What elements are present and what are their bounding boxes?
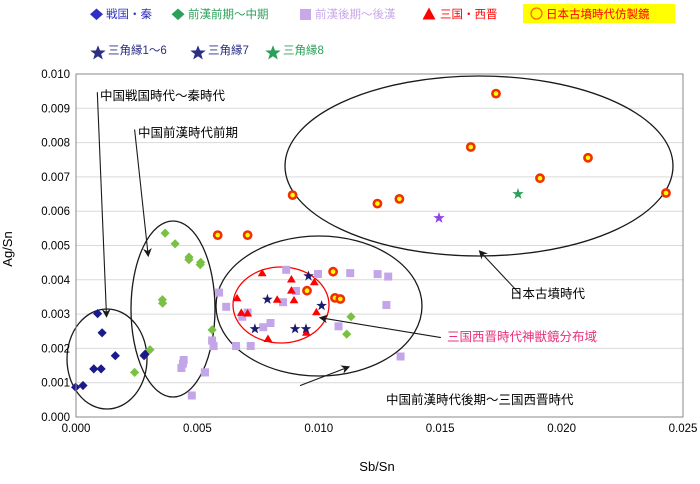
svg-text:三角縁8: 三角縁8 — [283, 43, 324, 57]
svg-text:0.007: 0.007 — [41, 172, 70, 184]
svg-text:0.006: 0.006 — [41, 206, 70, 218]
svg-text:中国前漢時代後期～三国西晋時代: 中国前漢時代後期～三国西晋時代 — [386, 392, 574, 407]
svg-text:0.002: 0.002 — [41, 343, 70, 355]
svg-text:三国・西晋: 三国・西晋 — [440, 8, 498, 21]
svg-text:前漢後期～後漢: 前漢後期～後漢 — [315, 7, 396, 21]
svg-text:0.004: 0.004 — [41, 275, 70, 287]
svg-text:Sb/Sn: Sb/Sn — [359, 459, 394, 474]
svg-text:0.009: 0.009 — [41, 103, 70, 115]
svg-text:三国西晋時代神獣鏡分布域: 三国西晋時代神獣鏡分布域 — [447, 329, 597, 344]
svg-text:日本古墳時代仿製鏡: 日本古墳時代仿製鏡 — [546, 7, 650, 21]
svg-text:前漢前期～中期: 前漢前期～中期 — [188, 7, 269, 21]
svg-text:中国戦国時代～秦時代: 中国戦国時代～秦時代 — [100, 88, 226, 103]
svg-text:0.020: 0.020 — [547, 423, 576, 435]
svg-text:0.005: 0.005 — [183, 423, 212, 435]
svg-text:0.025: 0.025 — [669, 423, 698, 435]
svg-text:0.000: 0.000 — [62, 423, 91, 435]
svg-text:0.010: 0.010 — [304, 423, 333, 435]
svg-text:0.003: 0.003 — [41, 309, 70, 321]
svg-text:日本古墳時代: 日本古墳時代 — [510, 286, 586, 301]
svg-text:0.005: 0.005 — [41, 241, 70, 253]
svg-text:中国前漢時代前期: 中国前漢時代前期 — [138, 125, 238, 140]
svg-text:0.015: 0.015 — [426, 423, 455, 435]
svg-text:戦国・秦: 戦国・秦 — [106, 7, 152, 21]
svg-text:三角縁7: 三角縁7 — [208, 43, 249, 57]
svg-text:0.010: 0.010 — [41, 69, 70, 81]
svg-text:三角縁1～6: 三角縁1～6 — [108, 43, 167, 57]
svg-text:0.008: 0.008 — [41, 138, 70, 150]
svg-text:0.001: 0.001 — [41, 378, 70, 390]
svg-text:Ag/Sn: Ag/Sn — [0, 231, 15, 266]
